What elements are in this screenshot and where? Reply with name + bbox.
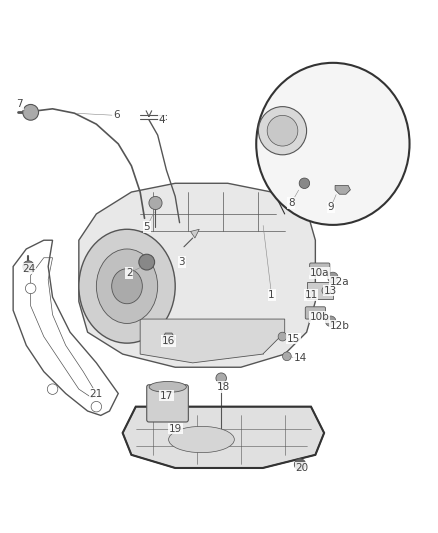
Circle shape: [139, 254, 155, 270]
Text: 9: 9: [327, 203, 334, 212]
Ellipse shape: [96, 249, 158, 324]
Text: 10b: 10b: [310, 312, 330, 322]
Text: 3: 3: [178, 257, 185, 267]
Text: 17: 17: [160, 391, 173, 401]
PathPatch shape: [335, 185, 350, 194]
Circle shape: [149, 197, 162, 209]
Circle shape: [25, 283, 36, 294]
Circle shape: [294, 459, 306, 470]
Circle shape: [278, 332, 287, 341]
Text: 18: 18: [217, 382, 230, 392]
Circle shape: [283, 352, 291, 361]
PathPatch shape: [191, 229, 199, 238]
PathPatch shape: [79, 183, 315, 367]
Circle shape: [91, 401, 102, 412]
Polygon shape: [162, 333, 175, 344]
Text: 5: 5: [143, 222, 150, 232]
Text: 10a: 10a: [310, 268, 329, 278]
Text: 16: 16: [162, 336, 175, 346]
Text: 7: 7: [16, 100, 23, 109]
Circle shape: [23, 261, 34, 272]
Circle shape: [258, 107, 307, 155]
Text: 13: 13: [324, 286, 337, 296]
Text: 11: 11: [304, 290, 318, 300]
Text: 1: 1: [268, 290, 275, 300]
Bar: [307, 282, 333, 300]
Circle shape: [328, 272, 338, 282]
Circle shape: [267, 115, 298, 146]
PathPatch shape: [123, 407, 324, 468]
FancyBboxPatch shape: [305, 307, 325, 319]
Ellipse shape: [79, 229, 175, 343]
Text: 15: 15: [287, 334, 300, 344]
Text: 8: 8: [288, 198, 295, 208]
Ellipse shape: [112, 269, 142, 304]
Text: 12a: 12a: [330, 277, 349, 287]
PathPatch shape: [140, 319, 285, 363]
Text: 19: 19: [169, 424, 182, 433]
Circle shape: [23, 104, 39, 120]
Circle shape: [299, 178, 310, 189]
FancyBboxPatch shape: [310, 263, 330, 275]
Circle shape: [216, 373, 226, 383]
Text: 6: 6: [113, 110, 120, 120]
Text: 12b: 12b: [329, 321, 350, 330]
Text: 24: 24: [22, 264, 35, 273]
Text: 20: 20: [296, 463, 309, 473]
Text: 4: 4: [159, 115, 166, 125]
Ellipse shape: [149, 382, 187, 392]
Circle shape: [305, 292, 312, 298]
Circle shape: [322, 286, 331, 295]
Text: 14: 14: [293, 353, 307, 364]
Ellipse shape: [169, 426, 234, 453]
Text: 21: 21: [90, 389, 103, 399]
Circle shape: [325, 316, 336, 327]
Text: 2: 2: [126, 268, 133, 278]
FancyBboxPatch shape: [147, 385, 188, 422]
Circle shape: [47, 384, 58, 394]
Ellipse shape: [256, 63, 410, 225]
